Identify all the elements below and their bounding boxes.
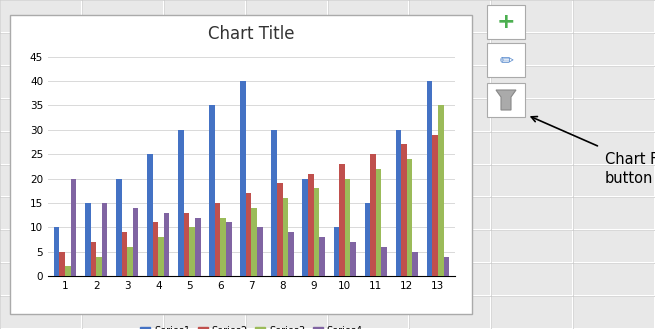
Bar	[60, 252, 65, 276]
Bar	[319, 237, 325, 276]
Bar	[303, 179, 308, 276]
Bar	[178, 130, 184, 276]
Text: Chart Filters
button: Chart Filters button	[605, 152, 655, 186]
Bar	[271, 130, 277, 276]
Bar	[432, 135, 438, 276]
Bar	[487, 43, 525, 77]
Bar	[102, 203, 107, 276]
Bar	[426, 81, 432, 276]
Bar	[147, 154, 153, 276]
Bar	[184, 213, 189, 276]
Polygon shape	[496, 90, 516, 110]
Bar	[396, 130, 402, 276]
Bar	[209, 106, 215, 276]
Bar	[345, 179, 350, 276]
Bar	[376, 169, 381, 276]
Bar	[127, 247, 133, 276]
Bar	[116, 179, 122, 276]
Bar	[282, 198, 288, 276]
Bar	[189, 227, 195, 276]
Bar	[90, 242, 96, 276]
Bar	[413, 252, 418, 276]
Bar	[333, 227, 339, 276]
Text: +: +	[496, 12, 515, 32]
Bar	[85, 203, 90, 276]
Legend: Series1, Series2, Series3, Series4: Series1, Series2, Series3, Series4	[136, 322, 367, 329]
Bar	[195, 217, 200, 276]
Bar	[257, 227, 263, 276]
Bar	[487, 5, 525, 39]
Bar	[308, 174, 314, 276]
Bar	[153, 222, 159, 276]
Bar	[246, 193, 252, 276]
Bar	[407, 159, 413, 276]
Bar	[443, 257, 449, 276]
Bar	[10, 15, 472, 314]
Bar	[339, 164, 345, 276]
Bar	[402, 144, 407, 276]
Bar	[252, 208, 257, 276]
Bar	[438, 106, 443, 276]
Bar	[54, 227, 60, 276]
Bar	[288, 232, 293, 276]
Bar	[65, 266, 71, 276]
Bar	[164, 213, 170, 276]
Title: Chart Title: Chart Title	[208, 25, 295, 43]
Bar	[159, 237, 164, 276]
Bar	[240, 81, 246, 276]
Bar	[122, 232, 127, 276]
Bar	[487, 83, 525, 117]
Bar	[277, 184, 282, 276]
Text: ✏: ✏	[499, 51, 513, 69]
Bar	[96, 257, 102, 276]
Bar	[381, 247, 387, 276]
Bar	[221, 217, 226, 276]
Bar	[370, 154, 376, 276]
Bar	[226, 222, 232, 276]
Bar	[314, 188, 319, 276]
Bar	[71, 179, 76, 276]
Bar	[350, 242, 356, 276]
Bar	[133, 208, 138, 276]
Bar	[215, 203, 221, 276]
Bar	[365, 203, 370, 276]
